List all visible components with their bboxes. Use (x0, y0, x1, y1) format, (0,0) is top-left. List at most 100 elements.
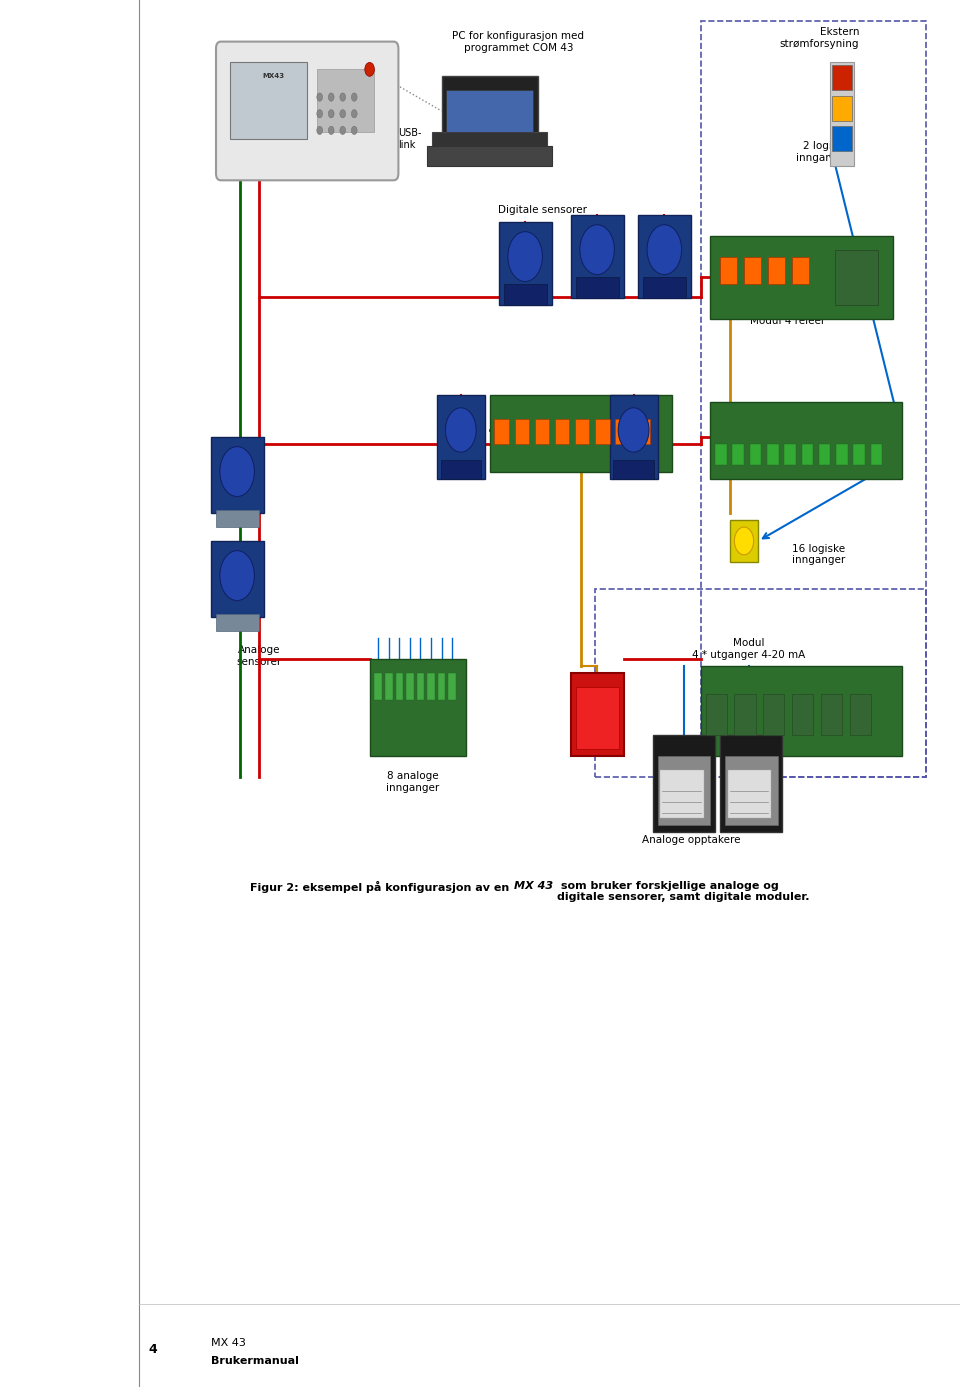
Circle shape (445, 408, 476, 452)
Text: Digitale sensorer: Digitale sensorer (498, 205, 587, 215)
Bar (792, 694, 813, 735)
Bar (768, 257, 785, 284)
Bar (442, 76, 538, 139)
Bar (835, 250, 878, 305)
Bar (571, 215, 624, 298)
Circle shape (365, 62, 374, 76)
Circle shape (351, 110, 357, 118)
Bar (535, 419, 549, 444)
Text: Analoge opptakere: Analoge opptakere (642, 835, 740, 845)
Bar (427, 673, 435, 700)
Text: 8 analoge
innganger: 8 analoge innganger (386, 771, 440, 793)
Bar (437, 395, 485, 479)
Circle shape (328, 110, 334, 118)
Bar (701, 21, 926, 777)
Bar (499, 222, 552, 305)
Bar (555, 419, 569, 444)
Bar (763, 694, 784, 735)
Bar (853, 444, 865, 465)
Bar (819, 444, 830, 465)
Circle shape (351, 126, 357, 135)
Circle shape (220, 447, 254, 497)
Bar (850, 694, 871, 735)
Bar (374, 673, 382, 700)
Bar (832, 96, 852, 121)
Text: Modul 8 releer: Modul 8 releer (505, 427, 580, 437)
Bar (792, 257, 809, 284)
Text: MX43: MX43 (262, 74, 285, 79)
Circle shape (734, 527, 754, 555)
Circle shape (317, 126, 323, 135)
Bar (871, 444, 882, 465)
Bar (610, 395, 658, 479)
Bar (836, 444, 848, 465)
Bar (441, 460, 481, 479)
Bar (216, 614, 259, 631)
Bar (636, 419, 650, 444)
Circle shape (317, 93, 323, 101)
Text: Figur 2: eksempel på konfigurasjon av en: Figur 2: eksempel på konfigurasjon av en (250, 881, 513, 893)
Text: USB-
link: USB- link (398, 128, 421, 150)
Text: MX 43: MX 43 (514, 881, 553, 890)
Bar (211, 437, 264, 513)
Text: Modul
logiske innganger: Modul logiske innganger (764, 413, 858, 436)
Text: 2 logiske
innganger: 2 logiske innganger (797, 141, 850, 164)
Bar (613, 460, 654, 479)
Bar (802, 444, 813, 465)
Bar (725, 756, 778, 825)
Text: Brukermanual: Brukermanual (211, 1356, 300, 1366)
Bar (706, 694, 727, 735)
Bar (595, 419, 610, 444)
Text: MX 43: MX 43 (211, 1338, 246, 1348)
Bar (438, 673, 445, 700)
Bar (653, 735, 715, 832)
Bar (728, 770, 771, 818)
Bar (750, 444, 761, 465)
Text: MX 43: MX 43 (254, 53, 289, 62)
Bar (643, 277, 686, 298)
Bar (571, 673, 624, 756)
Bar (211, 541, 264, 617)
Bar (417, 673, 424, 700)
Text: PC for konfigurasjon med
programmet COM 43: PC for konfigurasjon med programmet COM … (452, 31, 585, 53)
Bar (710, 402, 902, 479)
Bar (830, 62, 854, 166)
Text: 4: 4 (149, 1344, 157, 1356)
Bar (595, 589, 926, 777)
Bar (385, 673, 393, 700)
Bar (710, 236, 893, 319)
Bar (720, 257, 737, 284)
Bar (734, 694, 756, 735)
Bar (432, 132, 547, 153)
Bar (732, 444, 744, 465)
Bar (396, 673, 403, 700)
Bar (638, 215, 691, 298)
Text: 16 logiske
innganger: 16 logiske innganger (792, 544, 845, 566)
Bar (446, 90, 533, 132)
Circle shape (328, 126, 334, 135)
Bar (784, 444, 796, 465)
Bar (230, 62, 307, 139)
Bar (821, 694, 842, 735)
Circle shape (340, 93, 346, 101)
FancyBboxPatch shape (216, 42, 398, 180)
Circle shape (340, 110, 346, 118)
Circle shape (351, 93, 357, 101)
Text: som bruker forskjellige analoge og
digitale sensorer, samt digitale moduler.: som bruker forskjellige analoge og digit… (557, 881, 809, 903)
Bar (575, 419, 589, 444)
Circle shape (328, 93, 334, 101)
Bar (744, 257, 761, 284)
Circle shape (340, 126, 346, 135)
Bar (701, 666, 902, 756)
Bar (730, 520, 758, 562)
Bar (658, 756, 710, 825)
Text: Modul 4 releer: Modul 4 releer (750, 316, 825, 326)
Bar (832, 65, 852, 90)
Bar (427, 146, 552, 166)
Text: Modul
4 * utganger 4-20 mA: Modul 4 * utganger 4-20 mA (692, 638, 805, 660)
Bar (576, 277, 619, 298)
Bar (576, 687, 619, 749)
Bar (504, 284, 547, 305)
Bar (370, 659, 466, 756)
Bar (216, 510, 259, 527)
